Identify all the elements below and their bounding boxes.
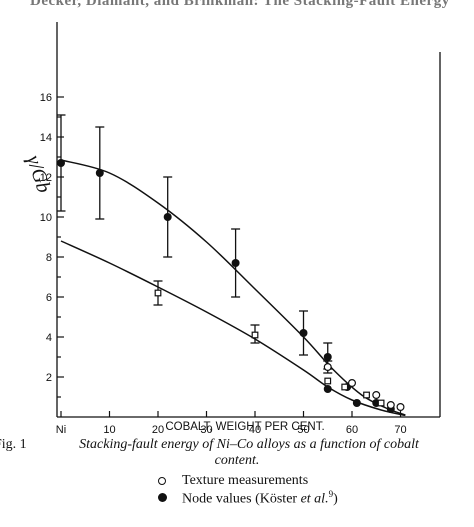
y-tick-label: 10 — [40, 212, 52, 224]
y-tick-label: 12 — [40, 172, 52, 184]
data-point-square — [154, 289, 162, 297]
data-point-square — [251, 331, 259, 339]
legend: Texture measurements Node values (Köster… — [152, 473, 338, 507]
legend-item-texture: Texture measurements — [152, 473, 338, 489]
error-bars — [56, 114, 333, 374]
y-tick-label: 8 — [46, 252, 52, 264]
data-point-node — [163, 213, 172, 221]
x-tick-label: 10 — [103, 424, 115, 436]
filled-circle-icon — [152, 492, 172, 502]
data-point-texture — [348, 379, 357, 388]
data-point-node — [95, 169, 104, 177]
x-tick-label: 70 — [394, 424, 406, 436]
data-point-square — [324, 377, 332, 385]
x-axis-title: COBALT, WEIGHT PER CENT. — [165, 421, 324, 433]
y-axis-title: γ/Gb — [22, 153, 55, 196]
data-point-texture — [323, 363, 332, 372]
caption-line-2: content. — [214, 453, 260, 468]
data-point-square — [377, 399, 385, 407]
data-point-node — [231, 259, 240, 267]
legend-label: Texture measurements — [182, 473, 309, 488]
chart-frame — [56, 22, 441, 418]
data-point-node — [299, 329, 308, 337]
data-point-node — [57, 159, 65, 167]
caption-label: Fig. 1 — [0, 437, 27, 452]
x-tick-label: 40 — [249, 424, 261, 436]
data-point-node — [352, 399, 361, 407]
page-header-fragment: Decker, Diamant, and Brinkman: The Stack… — [30, 0, 450, 9]
data-markers — [57, 159, 405, 413]
legend-label: Node values (Köster et al.9) — [182, 489, 338, 507]
x-tick-label: 20 — [152, 424, 164, 436]
y-tick-label: 2 — [46, 372, 52, 384]
data-point-node — [323, 353, 332, 361]
x-tick-label: 30 — [200, 424, 212, 436]
stacking-fault-chart: Ni 10 20 30 40 50 60 70 2 4 6 8 10 12 14 16 COBALT, WEI… — [22, 22, 441, 436]
fit-curve — [60, 159, 406, 416]
y-tick-label: 4 — [46, 332, 52, 344]
x-tick-label: 60 — [346, 424, 358, 436]
data-point-texture — [386, 401, 395, 410]
data-point-square — [341, 383, 349, 391]
y-tick-label: 16 — [40, 92, 52, 104]
data-point-square — [363, 391, 370, 399]
y-tick-label: 6 — [46, 292, 52, 304]
legend-item-node: Node values (Köster et al.9) — [152, 489, 338, 507]
y-tick-label: 14 — [40, 132, 52, 144]
x-tick-label: Ni — [56, 424, 66, 436]
caption-line-1: Stacking-fault energy of Ni–Co alloys as… — [79, 437, 419, 452]
fitted-curves — [60, 159, 406, 417]
ticks: Ni 10 20 30 40 50 60 70 2 4 6 8 10 12 14 16 — [40, 92, 407, 436]
x-tick-label: 50 — [297, 424, 309, 436]
data-point-node — [323, 385, 332, 393]
figure-caption: Fig. 1 Stacking-fault energy of Ni–Co al… — [0, 437, 474, 469]
data-point-texture — [396, 403, 405, 412]
fit-curve — [60, 240, 406, 417]
open-circle-icon — [152, 477, 172, 485]
data-point-texture — [372, 391, 381, 400]
